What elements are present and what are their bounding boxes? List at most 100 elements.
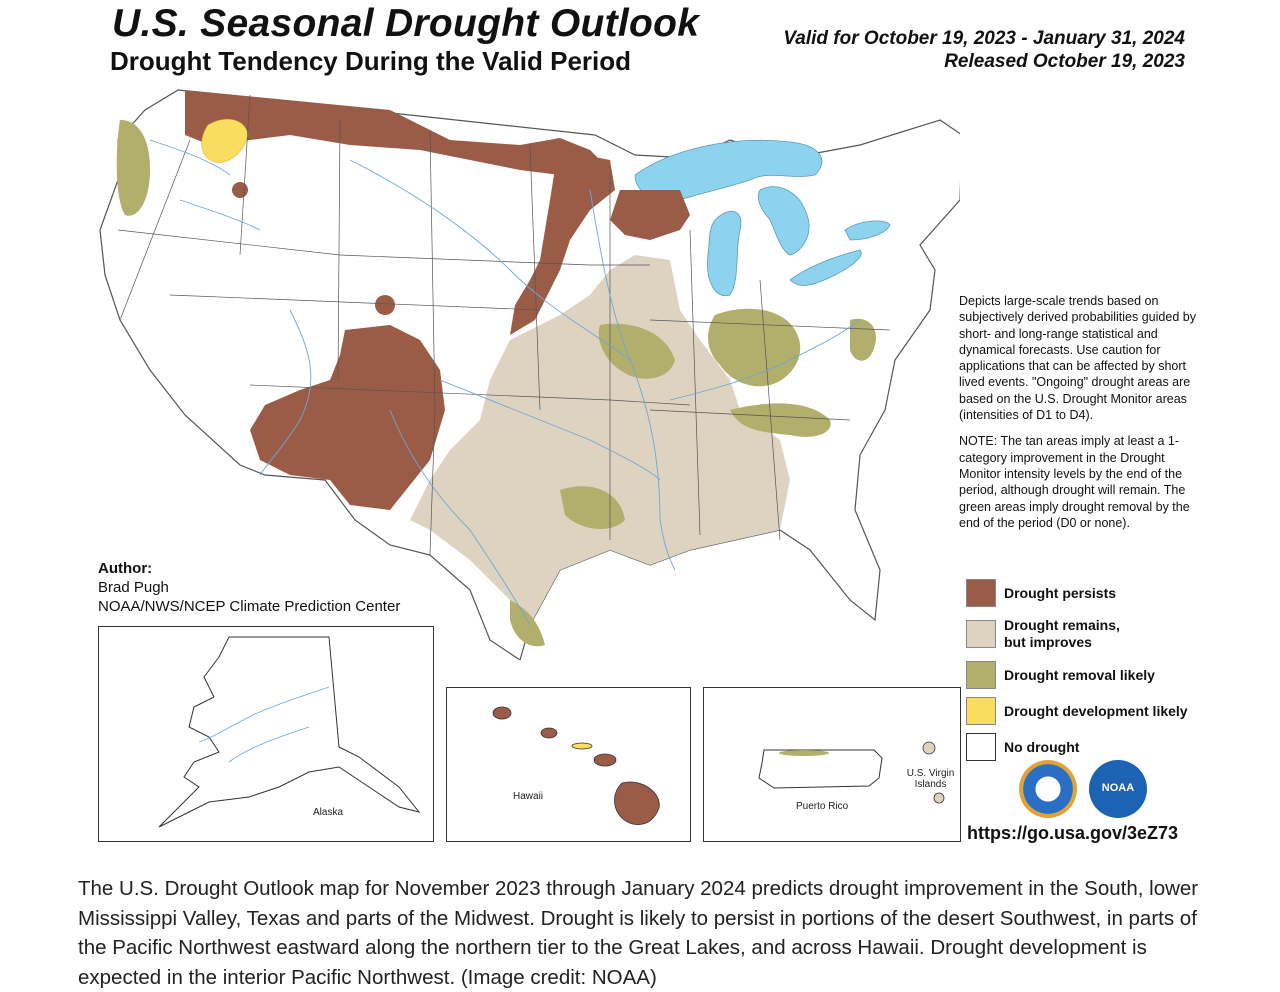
river-yukon bbox=[198, 686, 330, 743]
removal-pr-north bbox=[779, 750, 829, 756]
persists-wisconsin bbox=[610, 190, 690, 240]
lake-michigan bbox=[707, 210, 742, 297]
border-line bbox=[337, 119, 341, 381]
virgin-islands-label: U.S. Virgin Islands bbox=[906, 768, 955, 790]
legend-swatch-development bbox=[966, 697, 996, 725]
removal-iowa-missouri bbox=[598, 323, 675, 379]
legend-swatch-removal bbox=[966, 661, 996, 689]
image-caption: The U.S. Drought Outlook map for Novembe… bbox=[78, 877, 1199, 989]
border-line bbox=[649, 409, 851, 421]
removal-kentucky bbox=[730, 403, 831, 437]
release-date: Released October 19, 2023 bbox=[944, 51, 1185, 72]
author-block: Author: Brad Pugh NOAA/NWS/NCEP Climate … bbox=[98, 559, 400, 616]
legend-swatch-improves bbox=[966, 620, 996, 648]
persists-northern-tier bbox=[185, 90, 610, 175]
river-colorado bbox=[259, 309, 312, 476]
river-kuskokwim bbox=[228, 726, 310, 763]
drought-persists-areas bbox=[185, 90, 690, 510]
legend-item-persists: Drought persists bbox=[966, 575, 1226, 611]
lake-ontario bbox=[844, 220, 891, 241]
puerto-rico-outline bbox=[758, 749, 883, 789]
border-line bbox=[169, 294, 541, 311]
legend: Drought persists Drought remains, but im… bbox=[966, 575, 1226, 765]
legend-item-development: Drought development likely bbox=[966, 693, 1226, 729]
hawaii-map-svg bbox=[492, 706, 660, 825]
island-molokai bbox=[571, 742, 593, 750]
river-arkansas bbox=[439, 379, 661, 481]
hawaii-inset: Hawaii bbox=[446, 687, 691, 842]
map-title: U.S. Seasonal Drought Outlook bbox=[112, 2, 700, 45]
map-subtitle: Drought Tendency During the Valid Period bbox=[110, 46, 632, 76]
lake-huron bbox=[757, 186, 810, 256]
river-mississippi bbox=[589, 189, 676, 571]
border-line bbox=[117, 229, 650, 266]
legend-item-none: No drought bbox=[966, 729, 1226, 765]
legend-swatch-persists bbox=[966, 579, 996, 607]
state-borders bbox=[117, 94, 891, 556]
persists-wa-spot bbox=[232, 182, 248, 198]
alaska-inset: Alaska bbox=[98, 626, 434, 842]
hawaii-label: Hawaii bbox=[513, 791, 544, 802]
valid-period: Valid for October 19, 2023 - January 31,… bbox=[783, 27, 1185, 73]
drought-improves-areas bbox=[410, 255, 790, 625]
persists-colorado-spot bbox=[375, 295, 395, 315]
puerto-rico-inset: Puerto Rico U.S. Virgin Islands bbox=[703, 687, 961, 842]
conus-map bbox=[90, 80, 963, 661]
alaska-rivers bbox=[198, 686, 330, 763]
legend-label: Drought persists bbox=[1004, 584, 1117, 601]
removal-texas-coast bbox=[510, 600, 545, 647]
border-line bbox=[759, 279, 781, 541]
border-line bbox=[689, 229, 701, 536]
removal-oregon-coast bbox=[116, 120, 150, 216]
border-line bbox=[119, 139, 191, 321]
river-columbia bbox=[149, 139, 231, 176]
legend-label: Drought removal likely bbox=[1004, 666, 1155, 683]
border-line bbox=[239, 94, 251, 256]
border-line bbox=[649, 319, 891, 331]
virgin-island bbox=[922, 741, 936, 755]
border-line bbox=[529, 144, 541, 411]
legend-swatch-none bbox=[966, 733, 996, 761]
alaska-label: Alaska bbox=[313, 807, 344, 818]
island-oahu bbox=[540, 727, 558, 739]
persists-southwest bbox=[250, 325, 445, 510]
river-rio-grande bbox=[389, 409, 531, 626]
improves-plains-south bbox=[410, 255, 790, 625]
author-name: Brad Pugh bbox=[98, 579, 169, 596]
persists-minnesota bbox=[510, 150, 615, 335]
river-missouri bbox=[349, 159, 631, 361]
puerto-rico-map-svg bbox=[758, 741, 945, 804]
description-paragraph: Depicts large-scale trends based on subj… bbox=[959, 294, 1196, 423]
removal-texas-patch bbox=[560, 486, 625, 530]
removal-indiana-ohio bbox=[708, 308, 801, 387]
noaa-logo-text: NOAA bbox=[1101, 782, 1135, 794]
virgin-island bbox=[933, 792, 945, 804]
conus-map-svg bbox=[99, 89, 963, 661]
alaska-map-svg bbox=[158, 636, 421, 828]
map-description: Depicts large-scale trends based on subj… bbox=[959, 293, 1204, 541]
author-heading: Author: bbox=[98, 560, 153, 577]
border-line bbox=[429, 129, 436, 411]
rivers bbox=[149, 139, 861, 626]
legend-label: Drought development likely bbox=[1004, 702, 1188, 719]
river-snake bbox=[179, 199, 261, 231]
island-kauai bbox=[492, 706, 512, 720]
puerto-rico-label: Puerto Rico bbox=[796, 801, 849, 812]
legend-label: No drought bbox=[1004, 738, 1080, 755]
noaa-logo-icon: NOAA bbox=[1089, 760, 1147, 818]
legend-item-improves: Drought remains, but improves bbox=[966, 611, 1226, 657]
great-lakes bbox=[634, 139, 891, 297]
river-ohio bbox=[669, 319, 861, 401]
island-hawaii bbox=[614, 781, 660, 825]
commerce-seal-icon bbox=[1019, 760, 1077, 818]
description-note: NOTE: The tan areas imply at least a 1-c… bbox=[959, 434, 1190, 530]
island-maui bbox=[593, 753, 617, 767]
source-url[interactable]: https://go.usa.gov/3eZ73 bbox=[967, 823, 1179, 843]
alaska-outline bbox=[158, 636, 421, 828]
legend-item-removal: Drought removal likely bbox=[966, 657, 1226, 693]
lake-erie bbox=[789, 249, 862, 286]
legend-label: Drought remains, but improves bbox=[1004, 617, 1120, 650]
border-line bbox=[429, 409, 436, 556]
valid-dates: Valid for October 19, 2023 - January 31,… bbox=[783, 28, 1185, 49]
author-org: NOAA/NWS/NCEP Climate Prediction Center bbox=[98, 598, 401, 615]
